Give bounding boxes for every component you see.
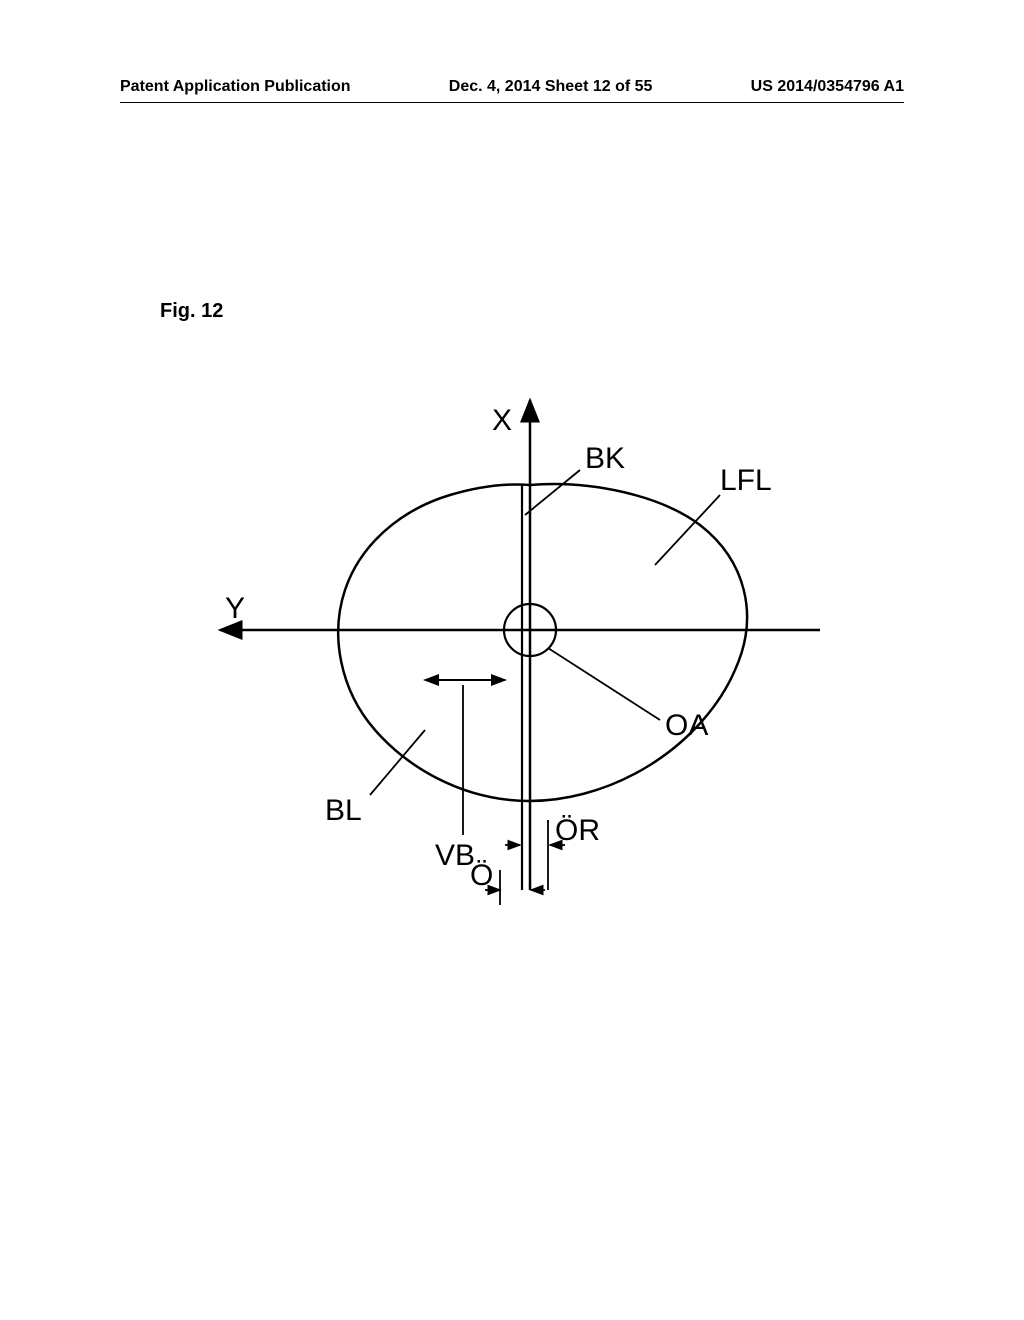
label-bl: BL <box>325 794 362 827</box>
label-bk: BK <box>585 442 625 475</box>
header-rule <box>120 102 904 103</box>
label-x: X <box>492 404 512 437</box>
header-publication: Patent Application Publication <box>120 78 351 96</box>
label-y: Y <box>225 592 245 625</box>
label-oa: OA <box>665 709 708 742</box>
label-vb: VB <box>435 839 475 872</box>
lead-bk <box>525 470 580 515</box>
figure-label: Fig. 12 <box>160 300 223 323</box>
header-sheet-info: Dec. 4, 2014 Sheet 12 of 55 <box>449 78 653 96</box>
lead-oa <box>548 648 660 720</box>
page-header: Patent Application Publication Dec. 4, 2… <box>0 78 1024 96</box>
label-or: ÖR <box>555 814 600 847</box>
figure-diagram: X Y BK LFL OA ÖR Ö BL VB <box>160 380 860 940</box>
label-lfl: LFL <box>720 464 772 497</box>
lead-bl <box>370 730 425 795</box>
header-pub-number: US 2014/0354796 A1 <box>751 78 904 96</box>
